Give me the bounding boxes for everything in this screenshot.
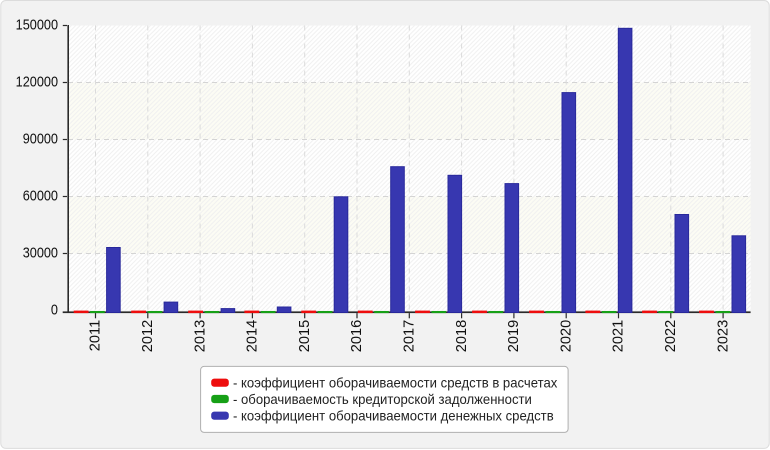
- svg-text:2018: 2018: [454, 320, 470, 352]
- svg-text:2014: 2014: [245, 320, 261, 352]
- svg-text:2016: 2016: [349, 320, 365, 352]
- svg-text:2023: 2023: [715, 320, 731, 352]
- svg-text:150000: 150000: [16, 17, 59, 33]
- svg-text:- коэффициент оборачиваемости: - коэффициент оборачиваемости средств в …: [233, 375, 558, 390]
- svg-text:90000: 90000: [23, 131, 59, 147]
- svg-text:60000: 60000: [23, 188, 59, 204]
- svg-text:2019: 2019: [506, 320, 522, 352]
- svg-text:120000: 120000: [16, 74, 59, 90]
- svg-text:2022: 2022: [663, 320, 679, 352]
- svg-text:2015: 2015: [297, 320, 313, 352]
- svg-text:2012: 2012: [140, 320, 156, 352]
- svg-text:30000: 30000: [23, 245, 59, 261]
- svg-text:2017: 2017: [402, 320, 418, 352]
- svg-text:2013: 2013: [192, 320, 208, 352]
- svg-text:- коэффициент оборачиваемости: - коэффициент оборачиваемости денежных с…: [233, 408, 554, 423]
- svg-text:- оборачиваемость кредиторской: - оборачиваемость кредиторской задолженн…: [233, 392, 532, 407]
- svg-text:2020: 2020: [558, 320, 574, 352]
- svg-text:2011: 2011: [88, 320, 104, 351]
- svg-text:2021: 2021: [611, 320, 627, 352]
- svg-text:0: 0: [51, 302, 58, 318]
